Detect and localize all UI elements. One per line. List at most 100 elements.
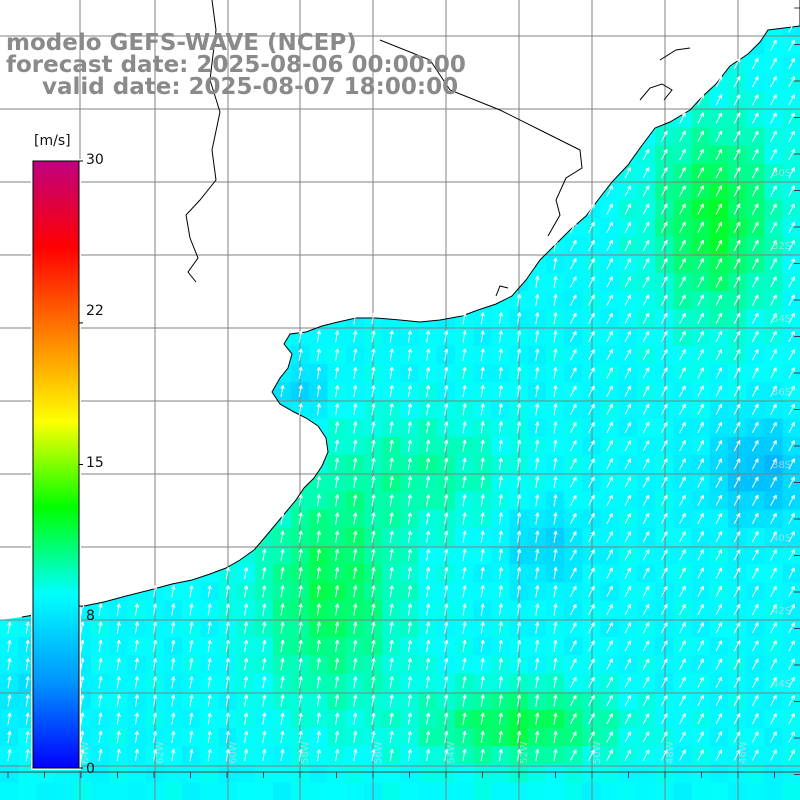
wind-arrow <box>371 676 376 689</box>
wind-cell <box>564 691 583 711</box>
wind-cell <box>728 291 747 310</box>
wind-arrow <box>624 676 632 688</box>
wind-arrow <box>353 312 358 325</box>
wind-arrow <box>788 112 795 124</box>
wind-arrow <box>316 658 321 671</box>
wind-cell <box>764 527 784 547</box>
wind-arrow <box>425 457 431 470</box>
wind-arrow <box>243 749 249 762</box>
wind-arrow <box>733 603 741 616</box>
wind-cell <box>637 309 656 329</box>
wind-cell <box>709 218 729 238</box>
wind-cell <box>764 182 784 201</box>
wind-cell <box>546 782 565 800</box>
wind-cell <box>691 782 711 800</box>
wind-cell <box>746 291 765 310</box>
wind-arrow <box>280 676 285 689</box>
wind-arrow <box>788 312 795 324</box>
wind-arrow <box>553 530 558 543</box>
wind-arrow <box>425 330 431 343</box>
wind-cell <box>764 72 784 92</box>
wind-arrow <box>569 367 577 379</box>
wind-cell <box>673 600 693 620</box>
wind-arrow <box>770 185 777 197</box>
wind-arrow <box>715 294 723 306</box>
wind-arrow <box>462 658 467 671</box>
wind-cell <box>746 691 765 711</box>
wind-arrow <box>407 621 412 634</box>
wind-cell <box>637 546 656 565</box>
wind-cell <box>637 618 656 638</box>
wind-arrow <box>407 567 412 580</box>
wind-cell <box>273 764 292 784</box>
wind-cell <box>600 418 620 438</box>
wind-arrow <box>733 458 741 470</box>
wind-cell <box>637 746 656 765</box>
wind-arrow <box>516 712 522 725</box>
wind-cell <box>618 309 638 329</box>
wind-arrow <box>444 585 449 598</box>
wind-cell <box>600 473 620 492</box>
wind-cell <box>618 200 638 219</box>
wind-cell <box>709 455 729 474</box>
wind-cell <box>637 691 656 711</box>
wind-arrow <box>679 385 686 397</box>
wind-arrow <box>371 421 376 434</box>
wind-arrow <box>425 366 431 379</box>
wind-arrow <box>516 567 522 580</box>
wind-arrow <box>462 621 467 634</box>
wind-arrow <box>353 639 358 652</box>
wind-arrow <box>480 348 485 361</box>
wind-arrow <box>425 476 431 489</box>
wind-arrow <box>770 203 777 215</box>
wind-arrow <box>516 621 522 634</box>
wind-arrow <box>262 658 267 671</box>
wind-cell <box>709 436 729 456</box>
wind-arrow <box>7 658 12 671</box>
wind-arrow <box>462 712 467 725</box>
wind-arrow <box>498 403 503 416</box>
wind-arrow <box>660 312 668 324</box>
wind-arrow <box>371 585 376 598</box>
wind-arrow <box>751 349 759 361</box>
wind-arrow <box>751 476 759 488</box>
wind-cell <box>728 709 747 729</box>
coastline-path <box>21 0 800 618</box>
wind-arrow <box>425 694 431 707</box>
wind-cell <box>600 455 620 474</box>
longitude-label: 62W <box>155 741 166 764</box>
wind-arrow <box>697 694 704 707</box>
wind-arrow <box>788 622 795 634</box>
wind-arrow <box>262 585 267 598</box>
wind-arrow <box>243 567 249 580</box>
wind-arrow <box>298 330 303 343</box>
wind-cell <box>600 782 620 800</box>
wind-arrow <box>444 403 449 416</box>
wind-cell <box>637 782 656 800</box>
wind-arrow <box>624 603 632 616</box>
wind-arrow <box>569 349 577 361</box>
wind-cell <box>691 145 711 165</box>
wind-arrow <box>679 512 686 525</box>
wind-arrow <box>389 439 394 452</box>
wind-arrow <box>642 403 650 415</box>
wind-cell <box>200 764 219 784</box>
wind-cell <box>709 491 729 511</box>
wind-arrow <box>498 512 503 525</box>
wind-arrow <box>535 730 540 743</box>
wind-arrow <box>371 730 376 743</box>
wind-cell <box>709 618 729 638</box>
wind-arrow <box>407 548 412 561</box>
wind-cell <box>764 728 784 747</box>
wind-arrow <box>389 730 394 743</box>
wind-arrow <box>553 639 558 652</box>
wind-cell <box>728 364 747 383</box>
wind-cell <box>709 418 729 438</box>
wind-arrow <box>751 658 759 670</box>
wind-arrow <box>262 548 267 561</box>
wind-cell <box>728 127 747 147</box>
wind-arrow <box>444 421 449 434</box>
wind-arrow <box>588 494 595 506</box>
wind-arrow <box>624 585 632 597</box>
wind-arrow <box>353 585 358 598</box>
